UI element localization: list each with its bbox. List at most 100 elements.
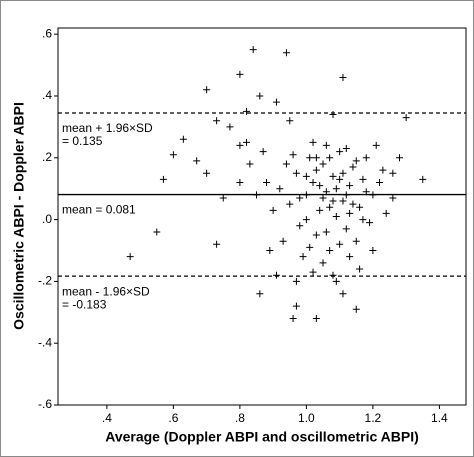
data-point — [319, 160, 327, 168]
x-tick-label: 1.4 — [431, 411, 448, 425]
data-point — [339, 169, 347, 177]
plot-area — [57, 27, 467, 406]
data-point — [256, 92, 264, 100]
data-point — [292, 169, 300, 177]
data-point — [159, 175, 167, 183]
y-tick-label: .6 — [42, 26, 52, 40]
data-point — [366, 219, 374, 227]
data-point — [349, 163, 357, 171]
data-point — [256, 290, 264, 298]
reference-label: = -0.183 — [62, 297, 107, 311]
data-point — [292, 302, 300, 310]
data-point — [339, 290, 347, 298]
data-point — [306, 243, 314, 251]
data-point — [369, 246, 377, 254]
data-point — [126, 253, 134, 261]
data-point — [286, 117, 294, 125]
data-point — [299, 253, 307, 261]
data-point — [316, 182, 324, 190]
data-point — [213, 240, 221, 248]
y-tick-label: -.6 — [38, 397, 52, 411]
data-point — [336, 175, 344, 183]
data-point — [289, 151, 297, 159]
data-point — [236, 70, 244, 78]
data-point — [342, 191, 350, 199]
data-point — [259, 148, 267, 156]
y-tick-label: .2 — [42, 150, 52, 164]
x-tick-label: 1.0 — [298, 411, 315, 425]
data-point — [359, 216, 367, 224]
data-point — [203, 86, 211, 94]
data-point — [319, 259, 327, 267]
data-point — [262, 179, 270, 187]
data-point — [402, 114, 410, 122]
data-point — [226, 123, 234, 131]
data-point — [272, 98, 280, 106]
data-point — [342, 225, 350, 233]
reference-label: mean + 1.96×SD — [62, 121, 153, 135]
data-point — [153, 228, 161, 236]
data-point — [236, 141, 244, 149]
data-point — [329, 271, 337, 279]
data-point — [282, 49, 290, 57]
data-point — [362, 154, 370, 162]
data-point — [326, 246, 334, 254]
data-point — [266, 246, 274, 254]
data-point — [309, 268, 317, 276]
data-point — [359, 175, 367, 183]
x-tick-label: 1.2 — [365, 411, 382, 425]
data-point — [269, 206, 277, 214]
data-point — [306, 154, 314, 162]
data-point — [322, 188, 330, 196]
data-point — [282, 160, 290, 168]
data-point — [329, 172, 337, 180]
data-point — [336, 240, 344, 248]
data-point — [309, 138, 317, 146]
data-point — [302, 216, 310, 224]
y-tick-label: .4 — [42, 88, 52, 102]
data-point — [349, 200, 357, 208]
data-point — [339, 73, 347, 81]
data-point — [329, 111, 337, 119]
reference-label: mean - 1.96×SD — [62, 284, 150, 298]
x-tick-label: .8 — [235, 411, 245, 425]
reference-label: mean = 0.081 — [62, 203, 136, 217]
data-point — [332, 277, 340, 285]
data-point — [289, 314, 297, 322]
data-point — [356, 265, 364, 273]
data-point — [326, 154, 334, 162]
data-point — [302, 191, 310, 199]
data-point — [193, 157, 201, 165]
data-point — [296, 222, 304, 230]
data-point — [342, 145, 350, 153]
data-point — [179, 135, 187, 143]
data-point — [279, 237, 287, 245]
data-point — [169, 151, 177, 159]
data-point — [376, 179, 384, 187]
data-point — [286, 200, 294, 208]
data-point — [379, 166, 387, 174]
data-point — [319, 194, 327, 202]
data-point — [382, 209, 390, 217]
data-point — [272, 271, 280, 279]
data-point — [332, 185, 340, 193]
y-tick-label: -.2 — [38, 274, 52, 288]
y-axis-label: Oscillometric ABPI - Doppler ABPI — [11, 102, 27, 330]
data-point — [336, 148, 344, 156]
data-point — [203, 169, 211, 177]
data-point — [389, 169, 397, 177]
data-point — [346, 253, 354, 261]
data-point — [356, 203, 364, 211]
data-point — [302, 172, 310, 180]
data-point — [249, 46, 257, 54]
x-tick-label: .4 — [102, 411, 112, 425]
data-point — [332, 213, 340, 220]
data-point — [309, 179, 317, 187]
data-point — [243, 138, 251, 146]
data-point — [352, 157, 360, 165]
data-point — [312, 166, 320, 174]
data-point — [292, 277, 300, 285]
data-point — [312, 314, 320, 322]
data-point — [322, 228, 330, 236]
